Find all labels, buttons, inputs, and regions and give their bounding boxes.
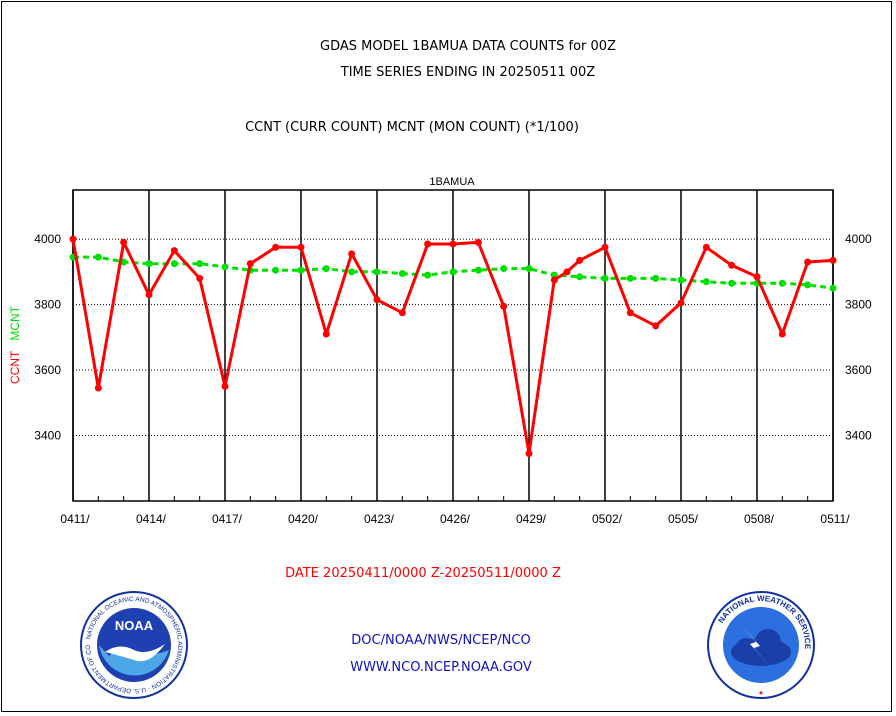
y-axis-label-ccnt: CCNT [8,350,22,384]
data-point-mcnt [500,265,508,273]
x-tick-label: 0511/ [820,512,850,526]
x-tick-label: 0417/ [212,512,243,526]
y-tick-label-right: 3800 [845,298,872,312]
data-point-ccnt [626,309,634,317]
y-tick-label-right: 3400 [845,429,872,443]
data-point-mcnt [626,274,634,282]
x-tick-label: 0420/ [288,512,319,526]
y-axis-label: CCNT MCNT [8,305,22,384]
data-point-mcnt [804,281,812,289]
data-point-mcnt [196,260,204,268]
data-point-ccnt [297,243,305,251]
data-point-mcnt [398,269,406,277]
data-point-ccnt [550,276,558,284]
panel-title: 1BAMUA [429,176,475,188]
data-point-ccnt [272,243,280,251]
x-tick-label: 0502/ [592,512,623,526]
chart-title-line-1: GDAS MODEL 1BAMUA DATA COUNTS for 00Z [320,39,616,54]
data-point-ccnt [170,247,178,255]
footer-org-path: DOC/NOAA/NWS/NCEP/NCO [351,633,531,648]
lightning-bolt-icon [740,624,770,666]
data-point-ccnt [196,274,204,282]
y-tick-label-left: 3800 [34,298,61,312]
data-point-mcnt [576,273,584,281]
data-point-mcnt [170,260,178,268]
data-point-mcnt [474,266,482,274]
data-point-mcnt [424,271,432,279]
data-point-mcnt [449,268,457,276]
noaa-logo: NATIONAL OCEANIC AND ATMOSPHERIC ADMINIS… [79,590,188,699]
data-point-ccnt [702,243,710,251]
y-tick-label-left: 3400 [34,429,61,443]
data-point-mcnt [829,284,837,292]
data-point-mcnt [778,279,786,287]
data-point-ccnt [221,382,229,390]
noaa-bird-icon [105,644,165,662]
data-point-mcnt [601,274,609,282]
x-tick-label: 0426/ [440,512,471,526]
star-icon: ★ [758,688,764,698]
x-tick-label: 0508/ [744,512,775,526]
x-tick-label: 0505/ [668,512,699,526]
chart-title-line-2: TIME SERIES ENDING IN 20250511 00Z [340,65,596,80]
data-point-ccnt [525,450,533,458]
cloud-puff-right [755,629,781,655]
data-point-ccnt [778,330,786,338]
cloud-puff-left [736,638,756,658]
y-tick-label-left: 3600 [34,363,61,377]
x-tick-label: 0423/ [364,512,395,526]
data-point-ccnt [829,256,837,264]
data-point-mcnt [728,279,736,287]
data-point-mcnt [272,266,280,274]
data-point-ccnt [246,260,254,268]
y-tick-label-right: 3600 [845,363,872,377]
data-point-mcnt [677,276,685,284]
data-point-ccnt [120,238,128,246]
data-point-mcnt [297,266,305,274]
data-point-mcnt [145,260,153,268]
data-point-ccnt [322,330,330,338]
data-point-ccnt [373,296,381,304]
data-point-ccnt [652,322,660,330]
data-point-ccnt [601,243,609,251]
data-point-mcnt [373,268,381,276]
y-tick-label-left: 4000 [34,232,61,246]
data-point-ccnt [563,268,571,276]
data-point-ccnt [677,299,685,307]
y-axis-label-mcnt: MCNT [8,305,22,340]
data-point-ccnt [145,291,153,299]
data-point-ccnt [804,258,812,266]
footer-website: WWW.NCO.NCEP.NOAA.GOV [350,660,532,675]
x-tick-label: 0429/ [516,512,547,526]
data-point-ccnt [449,240,457,248]
data-point-ccnt [69,235,77,243]
x-tick-label: 0411/ [60,512,90,526]
date-range-label: DATE 20250411/0000 Z-20250511/0000 Z [285,566,561,581]
data-point-mcnt [322,265,330,273]
data-point-ccnt [753,273,761,281]
data-point-mcnt [652,274,660,282]
data-point-ccnt [398,309,406,317]
x-tick-label: 0414/ [136,512,167,526]
chart-subtitle: CCNT (CURR COUNT) MCNT (MON COUNT) (*1/1… [245,120,579,135]
series-line-ccnt [71,238,834,455]
data-point-ccnt [728,261,736,269]
data-point-mcnt [348,268,356,276]
data-point-mcnt [221,263,229,271]
data-point-ccnt [94,384,102,392]
noaa-logo-text: NOAA [115,618,154,633]
data-point-ccnt [348,250,356,258]
data-point-ccnt [576,256,584,264]
data-point-mcnt [550,271,558,279]
data-point-mcnt [94,253,102,261]
data-point-mcnt [702,278,710,286]
data-point-ccnt [500,302,508,310]
y-tick-label-right: 4000 [845,232,872,246]
data-point-mcnt [525,265,533,273]
data-point-ccnt [424,240,432,248]
nws-logo: NATIONAL WEATHER SERVICE ★ [707,591,815,699]
data-point-ccnt [474,238,482,246]
